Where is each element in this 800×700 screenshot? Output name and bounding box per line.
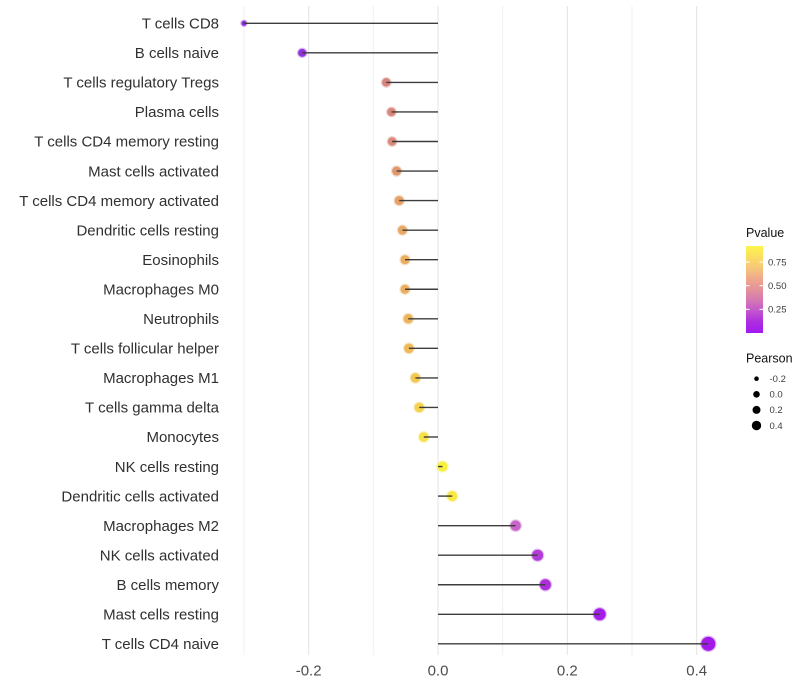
y-axis-label: T cells CD4 memory resting: [34, 134, 219, 151]
y-axis-label: Macrophages M1: [103, 370, 219, 387]
pearson-legend-dot: [752, 405, 761, 414]
pvalue-tick-label: 0.50: [768, 281, 787, 292]
y-axis-label: Monocytes: [146, 429, 219, 446]
pearson-legend-label: 0.2: [770, 405, 783, 416]
pvalue-tick-label: 0.75: [768, 257, 787, 268]
y-axis-label: B cells memory: [116, 577, 219, 594]
y-axis-label: Dendritic cells activated: [61, 488, 219, 505]
y-axis-label: Mast cells resting: [103, 607, 219, 624]
x-axis-tick-label: 0.2: [557, 663, 578, 680]
pearson-legend-label: -0.2: [770, 374, 786, 385]
x-axis-tick-label: 0.4: [686, 663, 707, 680]
y-axis-label: T cells CD8: [142, 16, 219, 33]
y-axis-label: T cells gamma delta: [85, 400, 220, 417]
pearson-legend-dot: [754, 376, 759, 382]
y-axis-label: Dendritic cells resting: [76, 222, 219, 239]
y-axis-label: T cells follicular helper: [71, 341, 219, 358]
pvalue-tick-label: 0.25: [768, 305, 787, 316]
y-axis-label: Macrophages M0: [103, 281, 219, 298]
y-axis-label: Eosinophils: [142, 252, 219, 269]
y-axis-label: T cells CD4 memory activated: [19, 193, 219, 210]
pearson-legend-dot: [751, 420, 762, 431]
y-axis-label: Neutrophils: [143, 311, 219, 328]
x-axis-tick-label: -0.2: [296, 663, 322, 680]
y-axis-label: T cells CD4 naive: [102, 636, 219, 653]
y-axis-label: NK cells resting: [115, 459, 219, 476]
pearson-legend-label: 0.0: [770, 390, 783, 401]
pvalue-colorbar: [746, 246, 763, 333]
x-axis-tick-label: 0.0: [428, 663, 449, 680]
pearson-legend-dot: [753, 391, 760, 398]
y-axis-label: Macrophages M2: [103, 518, 219, 535]
pvalue-legend-title: Pvalue: [746, 226, 784, 240]
y-axis-label: B cells naive: [135, 45, 219, 62]
y-axis-label: T cells regulatory Tregs: [63, 75, 219, 92]
pearson-legend-label: 0.4: [770, 421, 783, 432]
y-axis-label: Mast cells activated: [88, 163, 219, 180]
y-axis-label: NK cells activated: [100, 547, 219, 564]
pearson-legend-title: Pearson: [746, 352, 793, 366]
y-axis-label: Plasma cells: [135, 104, 219, 121]
